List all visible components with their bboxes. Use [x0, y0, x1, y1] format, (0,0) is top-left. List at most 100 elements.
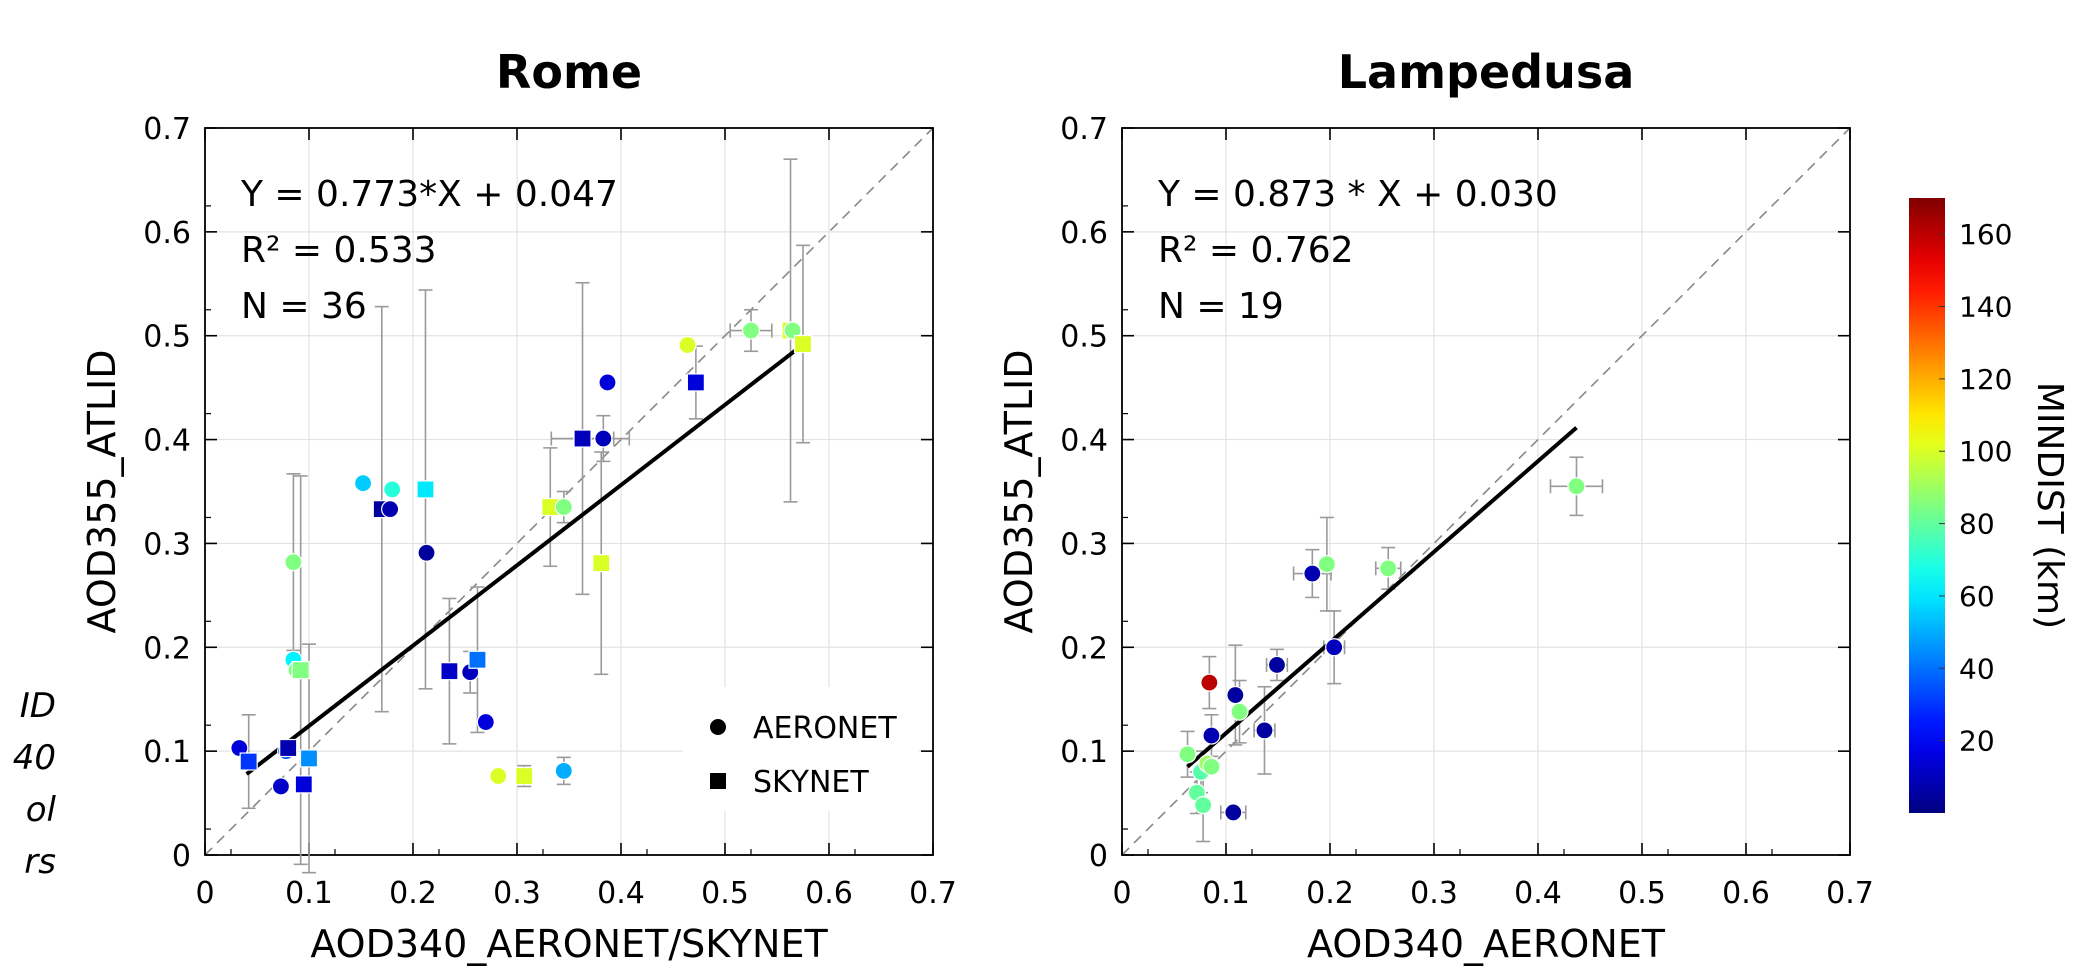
data-point-circle	[489, 766, 508, 786]
data-point-circle	[417, 543, 436, 562]
y-axis-label: AOD355_ATLID	[997, 350, 1041, 634]
data-point-circle	[1303, 564, 1322, 583]
regression-line	[245, 342, 805, 776]
panel-lampedusa: 0 0.1 0.2 0.3 0.4 0.5 0.6 0.7 0 0.1 0.2 0.3 0.4 0.5 0.…	[997, 45, 1874, 966]
legend-label: SKYNET	[753, 765, 869, 800]
data-point-circle	[1200, 673, 1219, 692]
data-point-circle	[678, 335, 697, 355]
data-point-circle	[381, 500, 400, 519]
legend-marker-square	[710, 773, 726, 789]
data-point-circle	[1567, 477, 1586, 496]
x-tick-label: 0.3	[1410, 876, 1458, 911]
x-tick-label: 0.4	[1514, 876, 1562, 911]
data-point-square	[294, 775, 313, 794]
y-tick-label: 0.6	[1060, 216, 1108, 251]
colorbar-tick-label: 80	[1959, 508, 1995, 541]
data-point-circle	[1194, 796, 1213, 815]
y-tick-label: 0	[172, 839, 191, 874]
colorbar-label: MINDIST (km)	[2029, 382, 2070, 629]
data-point-square	[468, 650, 487, 669]
data-point-circle	[741, 321, 761, 340]
data-point-circle	[1325, 638, 1344, 657]
legend-label: AERONET	[753, 711, 897, 746]
y-tick-label: 0.3	[1060, 527, 1108, 562]
data-point-circle	[1226, 685, 1245, 705]
data-point-circle	[1202, 757, 1221, 776]
x-tick-label: 0.6	[1722, 876, 1770, 911]
data-point-square	[592, 554, 611, 573]
colorbar-tick-label: 60	[1959, 580, 1995, 613]
data-point-square	[416, 480, 435, 499]
data-point-square	[515, 766, 534, 786]
x-tick-label: 0.7	[1826, 876, 1874, 911]
y-tick-label: 0.3	[143, 527, 191, 562]
x-tick-label: 0.1	[1202, 876, 1250, 911]
chart-title: Lampedusa	[1338, 45, 1635, 99]
data-point-square	[686, 373, 705, 392]
regression-line	[1186, 426, 1578, 769]
chart-title: Rome	[496, 45, 642, 99]
data-point-square	[291, 661, 310, 680]
colorbar-scale	[1909, 198, 1945, 813]
fit-annotation-line: N = 36	[241, 286, 367, 327]
data-point-square	[440, 662, 459, 681]
data-point-circle	[1379, 559, 1398, 578]
side-text-line: ID	[19, 686, 56, 726]
data-point-circle	[271, 777, 291, 796]
legend: AERONET SKYNET	[683, 687, 919, 811]
x-tick-label: 0.2	[389, 876, 437, 911]
fit-annotation-line: R² = 0.533	[241, 230, 437, 271]
colorbar-tick-label: 140	[1959, 291, 2012, 324]
data-point-circle	[1178, 745, 1197, 764]
x-tick-label: 0	[1112, 876, 1131, 911]
data-point-square	[573, 429, 592, 448]
y-axis-label: AOD355_ATLID	[80, 350, 124, 634]
data-point-circle	[1255, 721, 1274, 740]
one-to-one-line	[1121, 127, 1851, 856]
data-point-square	[239, 752, 258, 771]
cropped-side-text: ID 40 ol rs	[0, 680, 60, 930]
data-point-square	[793, 334, 813, 354]
y-tick-label: 0.6	[143, 216, 191, 251]
fit-annotation-line: Y = 0.873 * X + 0.030	[1157, 174, 1558, 215]
data-point-circle	[1317, 555, 1336, 574]
fit-annotation-line: Y = 0.773*X + 0.047	[240, 174, 618, 215]
data-point-circle	[1224, 803, 1243, 822]
y-tick-label: 0.2	[143, 631, 191, 666]
x-tick-label: 0.2	[1306, 876, 1354, 911]
x-tick-label: 0.6	[805, 876, 853, 911]
data-point-circle	[594, 429, 613, 448]
fit-annotation-line: R² = 0.762	[1158, 230, 1354, 271]
data-point-circle	[353, 474, 373, 493]
colorbar-tick-label: 100	[1959, 435, 2012, 468]
side-text-line: rs	[24, 842, 56, 882]
y-tick-label: 0.2	[1060, 631, 1108, 666]
plot-frame	[1121, 127, 1851, 856]
panel-rome: 0 0.1 0.2 0.3 0.4 0.5 0.6 0.7 0 0.1 0.2 0.3 0.4 0.5 0.…	[80, 45, 957, 966]
colorbar-tick-label: 120	[1959, 363, 2012, 396]
y-tick-label: 0.5	[1060, 320, 1108, 355]
y-tick-label: 0.7	[143, 112, 191, 147]
x-tick-label: 0.5	[1618, 876, 1666, 911]
data-point-circle	[230, 738, 249, 758]
data-point-circle	[1267, 655, 1287, 675]
legend-box	[683, 687, 919, 811]
data-point-circle	[284, 553, 303, 572]
data-point-square	[279, 738, 298, 758]
x-tick-label: 0.4	[597, 876, 645, 911]
x-tick-label: 0	[195, 876, 214, 911]
legend-marker-circle	[710, 719, 726, 735]
x-axis-label: AOD340_AERONET	[1307, 922, 1666, 966]
side-text-line: 40	[12, 738, 56, 778]
colorbar: 20 40 60 80 100 120 140 160 MINDIST (km)	[1909, 198, 2070, 813]
y-tick-label: 0	[1089, 839, 1108, 874]
side-text-line: ol	[25, 790, 56, 830]
y-tick-label: 0.7	[1060, 112, 1108, 147]
x-tick-label: 0.3	[493, 876, 541, 911]
data-point-circle	[1202, 726, 1221, 745]
y-tick-label: 0.1	[1060, 735, 1108, 770]
data-point-circle	[554, 497, 573, 517]
y-tick-label: 0.1	[143, 735, 191, 770]
colorbar-tick-label: 40	[1959, 652, 1995, 685]
